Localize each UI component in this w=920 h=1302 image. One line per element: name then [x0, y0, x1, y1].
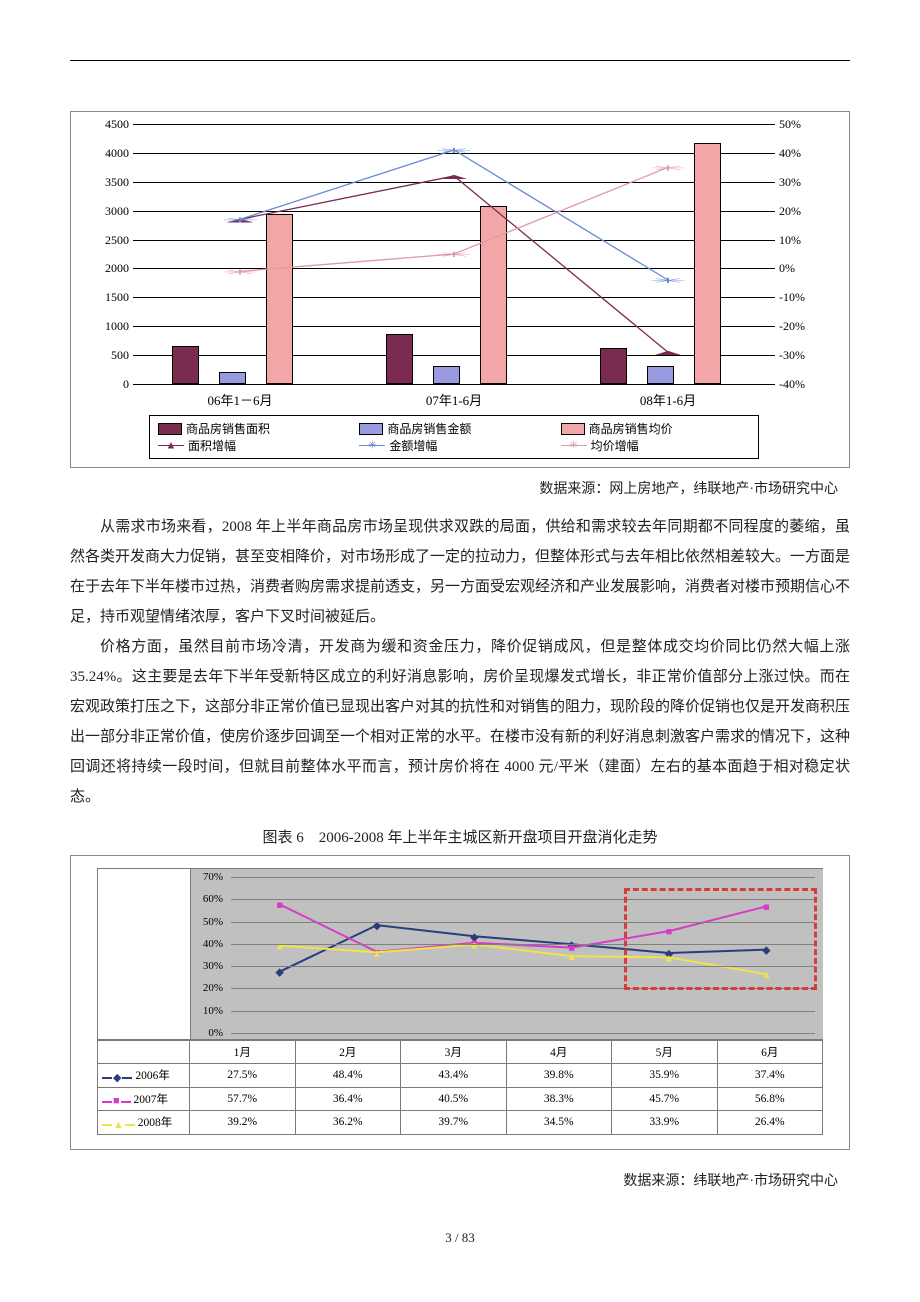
- chart1-yleft-label: 2000: [89, 261, 129, 276]
- chart1-yleft-label: 4500: [89, 117, 129, 132]
- svg-text:▲: ▲: [566, 951, 577, 963]
- chart2-month-header: 1月: [190, 1041, 296, 1064]
- chart2-cell: 39.8%: [506, 1064, 612, 1088]
- chart2-y-label: 70%: [189, 871, 223, 883]
- chart2-month-header: 6月: [717, 1041, 823, 1064]
- chart1-yright-label: 20%: [779, 204, 819, 219]
- chart1-frame: ▲▲▲✳✳✳✳✳✳ 050010001500200025003000350040…: [70, 111, 850, 468]
- chart1-yleft-label: 3500: [89, 175, 129, 190]
- chart1-yright-label: 10%: [779, 233, 819, 248]
- chart1-x-label: 07年1-6月: [347, 390, 561, 409]
- chart1-plot: ▲▲▲✳✳✳✳✳✳ 050010001500200025003000350040…: [133, 124, 775, 384]
- chart2-cell: 37.4%: [717, 1064, 823, 1088]
- page-number: 3 / 83: [70, 1230, 850, 1246]
- chart2-series-label: ▲ 2008年: [98, 1111, 190, 1135]
- chart1-yright-label: -20%: [779, 319, 819, 334]
- svg-text:■: ■: [276, 899, 283, 911]
- chart2-cell: 26.4%: [717, 1111, 823, 1135]
- chart2-y-label: 40%: [189, 938, 223, 950]
- chart1-x-labels: 06年1－6月07年1-6月08年1-6月: [133, 390, 775, 409]
- chart2-cell: 57.7%: [190, 1087, 296, 1111]
- chart2-y-label: 60%: [189, 893, 223, 905]
- chart2-cell: 27.5%: [190, 1064, 296, 1088]
- chart2-y-label: 30%: [189, 960, 223, 972]
- chart2-source: 数据来源：纬联地产·市场研究中心: [70, 1170, 838, 1190]
- chart1-yright-label: 50%: [779, 117, 819, 132]
- svg-text:✳: ✳: [435, 251, 473, 259]
- chart2-cell: 39.2%: [190, 1111, 296, 1135]
- chart2-frame: ◆◆◆◆◆◆■■■■■■▲▲▲▲▲▲ 0%10%20%30%40%50%60%7…: [70, 855, 850, 1150]
- chart2-month-header: 3月: [401, 1041, 507, 1064]
- chart2-cell: 33.9%: [612, 1111, 718, 1135]
- chart1-yright-label: -10%: [779, 290, 819, 305]
- chart2-series-label: ◆ 2006年: [98, 1064, 190, 1088]
- svg-text:▲: ▲: [372, 947, 383, 959]
- chart1-legend-item: 商品房销售金额: [359, 420, 548, 437]
- chart1-legend-item: 商品房销售面积: [158, 420, 347, 437]
- chart1-legend-item: ▲面积增幅: [158, 437, 347, 454]
- chart2-cell: 43.4%: [401, 1064, 507, 1088]
- svg-text:✳: ✳: [649, 277, 687, 285]
- chart1-yleft-label: 3000: [89, 204, 129, 219]
- svg-text:✳: ✳: [221, 216, 259, 224]
- svg-text:✳: ✳: [435, 147, 473, 155]
- chart2-month-header: 2月: [295, 1041, 401, 1064]
- chart1-yright-label: 40%: [779, 146, 819, 161]
- chart1-yleft-label: 4000: [89, 146, 129, 161]
- chart1-yright-label: 0%: [779, 261, 819, 276]
- chart2-month-header: 4月: [506, 1041, 612, 1064]
- chart2-cell: 39.7%: [401, 1111, 507, 1135]
- paragraph-2: 价格方面，虽然目前市场冷清，开发商为缓和资金压力，降价促销成风，但是整体成交均价…: [70, 632, 850, 812]
- chart2-cell: 40.5%: [401, 1087, 507, 1111]
- chart2-caption: 图表 6 2006-2008 年上半年主城区新开盘项目开盘消化走势: [70, 826, 850, 847]
- chart2-y-label: 10%: [189, 1005, 223, 1017]
- chart1-yleft-label: 1500: [89, 290, 129, 305]
- chart1-yright-label: -30%: [779, 348, 819, 363]
- chart1-yleft-label: 1000: [89, 319, 129, 334]
- chart2-month-header: 5月: [612, 1041, 718, 1064]
- chart1-x-label: 06年1－6月: [133, 390, 347, 409]
- chart2-cell: 56.8%: [717, 1087, 823, 1111]
- chart1-x-label: 08年1-6月: [561, 390, 775, 409]
- svg-text:▲: ▲: [646, 349, 690, 357]
- chart2-cell: 45.7%: [612, 1087, 718, 1111]
- chart2-y-label: 50%: [189, 916, 223, 928]
- svg-text:✳: ✳: [221, 268, 259, 276]
- svg-text:◆: ◆: [275, 967, 284, 979]
- chart2-y-label: 20%: [189, 982, 223, 994]
- chart1-yright-label: -40%: [779, 377, 819, 392]
- chart2-cell: 35.9%: [612, 1064, 718, 1088]
- body-text: 从需求市场来看，2008 年上半年商品房市场呈现供求双跌的局面，供给和需求较去年…: [70, 512, 850, 812]
- paragraph-1: 从需求市场来看，2008 年上半年商品房市场呈现供求双跌的局面，供给和需求较去年…: [70, 512, 850, 632]
- chart2-y-label: 0%: [189, 1027, 223, 1039]
- chart2-data-table: 1月2月3月4月5月6月◆ 2006年27.5%48.4%43.4%39.8%3…: [97, 1040, 823, 1135]
- svg-text:▲: ▲: [469, 940, 480, 952]
- chart2-series-label: ■ 2007年: [98, 1087, 190, 1111]
- chart2-plot: ◆◆◆◆◆◆■■■■■■▲▲▲▲▲▲ 0%10%20%30%40%50%60%7…: [190, 868, 823, 1040]
- chart1-yleft-label: 500: [89, 348, 129, 363]
- svg-text:▲: ▲: [432, 173, 476, 181]
- chart1-yleft-label: 0: [89, 377, 129, 392]
- svg-text:▲: ▲: [274, 941, 285, 953]
- header-rule: [70, 60, 850, 61]
- chart1-source: 数据来源：网上房地产，纬联地产·市场研究中心: [70, 478, 838, 498]
- chart2-cell: 36.2%: [295, 1111, 401, 1135]
- chart1-legend: 商品房销售面积商品房销售金额商品房销售均价 ▲面积增幅 ✳金额增幅 ✳均价增幅: [149, 415, 759, 459]
- chart1-legend-item: ✳均价增幅: [561, 437, 750, 454]
- chart1-legend-item: ✳金额增幅: [359, 437, 548, 454]
- chart1-yright-label: 30%: [779, 175, 819, 190]
- chart2-cell: 36.4%: [295, 1087, 401, 1111]
- svg-text:✳: ✳: [649, 164, 687, 172]
- chart2-highlight-box: [624, 888, 817, 990]
- chart1-legend-item: 商品房销售均价: [561, 420, 750, 437]
- chart2-cell: 48.4%: [295, 1064, 401, 1088]
- chart2-cell: 38.3%: [506, 1087, 612, 1111]
- chart1-yleft-label: 2500: [89, 233, 129, 248]
- chart2-cell: 34.5%: [506, 1111, 612, 1135]
